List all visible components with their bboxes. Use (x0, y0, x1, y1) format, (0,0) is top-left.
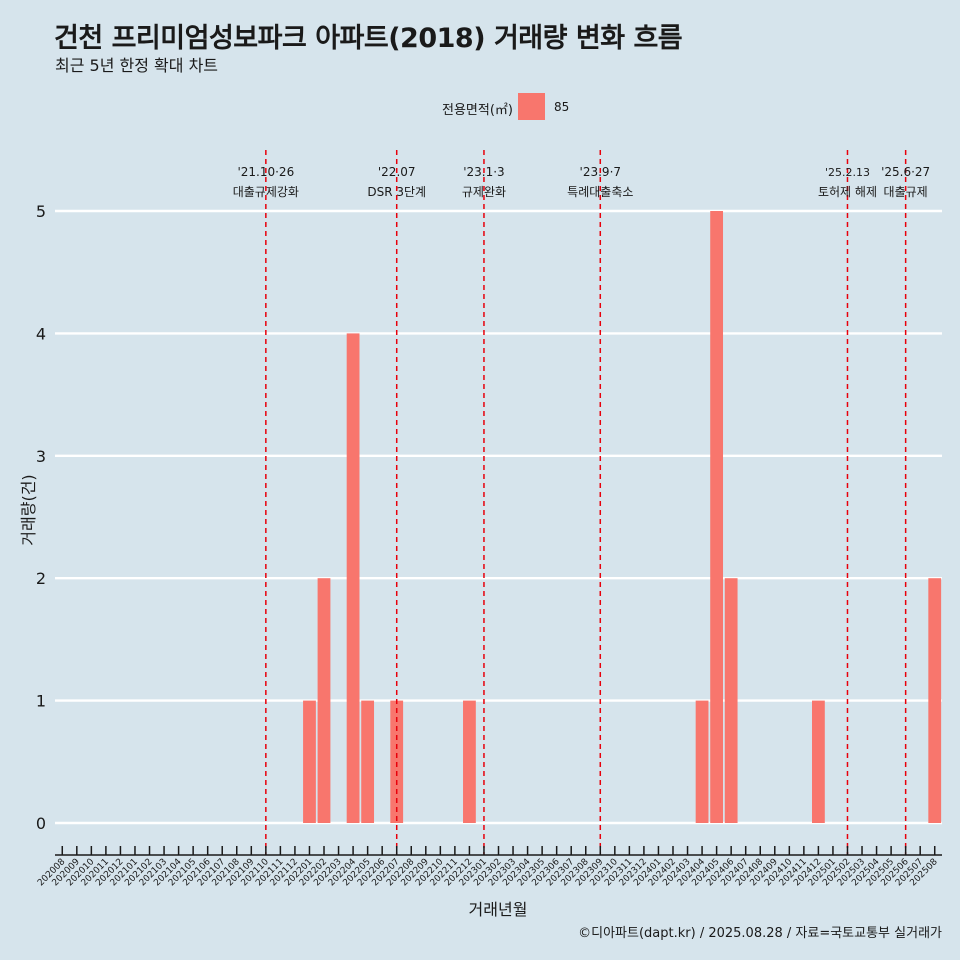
y-axis-ticks: 0 1 2 3 4 5 (36, 202, 46, 833)
bar (928, 578, 942, 823)
bar (317, 578, 331, 823)
gridlines (55, 209, 942, 825)
y-tick-label: 3 (36, 447, 46, 466)
legend-swatch (518, 93, 545, 120)
event-markers: '21.10·26 대출규제강화 '22.07 DSR 3단계 '23.1·3 규제완화 '… (233, 150, 930, 855)
x-axis-label: 거래년월 (469, 900, 528, 919)
event-label: DSR 3단계 (367, 185, 426, 199)
bar (724, 578, 738, 823)
event-label: 규제완화 (462, 185, 506, 199)
y-tick-label: 1 (36, 692, 46, 711)
chart-title: 건천 프리미엄성보파크 아파트(2018) 거래량 변화 흐름 (54, 23, 683, 54)
y-tick-label: 5 (36, 202, 46, 221)
chart-subtitle: 최근 5년 한정 확대 차트 (55, 56, 219, 75)
event-label: 특례대출축소 (567, 185, 633, 199)
event-label: 대출규제강화 (233, 185, 299, 199)
bar (303, 700, 316, 823)
event-label: 토허제 해제 (818, 185, 877, 199)
bar (695, 700, 709, 823)
bar (812, 700, 825, 823)
bar (390, 700, 404, 823)
y-tick-label: 4 (36, 324, 46, 343)
caption: ©디아파트(dapt.kr) / 2025.08.28 / 자료=국토교통부 실… (578, 926, 942, 941)
y-tick-label: 2 (36, 569, 46, 588)
event-date: '23.1·3 (463, 165, 504, 179)
legend-title: 전용면적(㎡) (442, 103, 513, 118)
event-date: '23.9·7 (580, 165, 621, 179)
bar (346, 333, 360, 823)
y-axis-label: 거래량(건) (19, 474, 38, 545)
bar (463, 700, 476, 823)
event-date: '21.10·26 (237, 165, 294, 179)
bar (361, 700, 375, 823)
bars (303, 211, 942, 823)
bar (710, 211, 724, 823)
legend: 전용면적(㎡) 85 (0, 93, 960, 121)
event-date: '25.6·27 (881, 165, 930, 179)
event-date: '22.07 (378, 165, 416, 179)
x-axis: 2020082020092020102020112020122021012021… (36, 846, 942, 888)
y-tick-label: 0 (36, 814, 46, 833)
legend-label: 85 (554, 100, 570, 114)
event-label: 대출규제 (884, 185, 928, 199)
event-date: '25.2.13 (825, 166, 870, 179)
